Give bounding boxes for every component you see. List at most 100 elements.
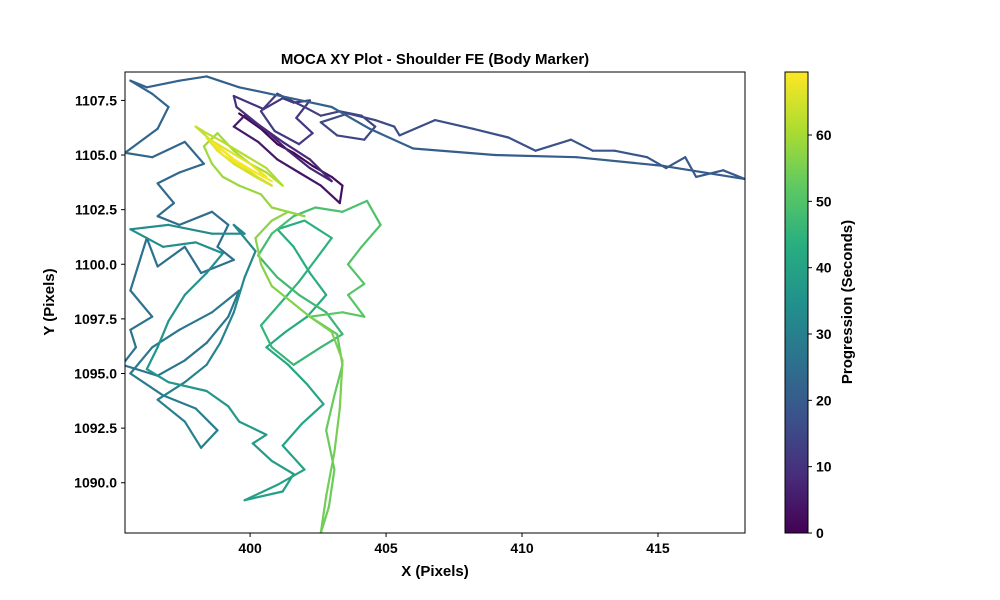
trajectory-segment: [194, 241, 224, 255]
trajectory-segment: [412, 147, 496, 157]
trajectory-segment: [254, 175, 273, 187]
trajectory-segment: [216, 245, 235, 261]
trajectory-segment: [278, 280, 301, 305]
trajectory-segment: [129, 79, 154, 95]
trajectory-segment: [232, 223, 257, 253]
trajectory-segment: [257, 140, 279, 161]
trajectory-segment: [162, 241, 197, 248]
trajectory-segment: [276, 228, 295, 248]
trajectory-segment: [265, 167, 284, 187]
trajectory-segment: [292, 346, 322, 366]
trajectory-segment: [254, 236, 263, 266]
trajectory-segment: [338, 184, 344, 205]
trajectory-segment: [295, 99, 311, 120]
trajectory-segment: [363, 125, 377, 141]
plot-frame: [124, 71, 746, 534]
trajectory-segment: [295, 116, 314, 135]
trajectory-segment: [276, 219, 306, 231]
trajectory-segment: [270, 285, 295, 305]
trajectory-segment: [243, 153, 268, 170]
trajectory-segment: [183, 363, 208, 384]
trajectory-segment: [341, 199, 369, 213]
colorbar-axis: 0 10 20 30 40 50 60: [808, 127, 832, 541]
x-tick-label: 410: [510, 540, 534, 556]
trajectory-segment: [243, 483, 279, 502]
x-tick-label: 405: [374, 540, 398, 556]
trajectory-segment: [346, 245, 363, 266]
trajectory-segment: [281, 140, 311, 161]
trajectory-segment: [205, 136, 230, 152]
trajectory-segment: [259, 92, 279, 113]
trajectory-segment: [235, 105, 260, 126]
trajectory-segment: [200, 429, 219, 449]
trajectory-segment: [493, 153, 578, 159]
colorbar: [784, 71, 809, 534]
trajectory-segment: [210, 162, 224, 178]
trajectory-segment: [613, 149, 649, 159]
trajectory-segment: [287, 363, 309, 386]
trajectory-segment: [270, 210, 290, 222]
trajectory-segment: [297, 132, 314, 146]
trajectory-segment: [433, 118, 475, 130]
trajectory-segment: [292, 245, 311, 275]
trajectory-segment: [205, 132, 224, 143]
trajectory-segment: [156, 182, 175, 205]
trajectory-segment: [346, 293, 366, 318]
trajectory-segment: [303, 105, 322, 117]
trajectory-segment: [129, 236, 148, 292]
trajectory-segment: [129, 223, 170, 231]
trajectory-segment: [202, 145, 214, 165]
trajectory-segment: [292, 302, 311, 318]
trajectory-segment: [178, 210, 214, 226]
trajectory-segment: [259, 263, 273, 288]
trajectory-segment: [338, 359, 344, 410]
trajectory-segment: [297, 258, 317, 283]
plot-area: [125, 72, 745, 533]
trajectory-segment: [232, 125, 260, 143]
x-axis: 400 405 410 415: [238, 533, 670, 556]
trajectory-segment: [289, 97, 333, 109]
trajectory-segment: [319, 110, 341, 117]
trajectory-segment: [270, 459, 295, 476]
y-axis: 1090.0 1092.5 1095.0 1097.5 1100.0 1102.5 1105…: [74, 92, 125, 491]
y-tick-label: 1092.5: [74, 420, 117, 436]
trajectory-segment: [145, 236, 159, 268]
trajectory-segment: [314, 206, 344, 213]
trajectory-segment: [325, 311, 344, 336]
trajectory-segment: [336, 134, 366, 141]
y-tick-label: 1097.5: [74, 311, 117, 327]
trajectory-segment: [205, 252, 224, 275]
trajectory-segment: [194, 407, 219, 432]
trajectory-segment: [276, 468, 306, 486]
trajectory-segment: [330, 105, 371, 130]
trajectory-segment: [308, 311, 344, 318]
y-tick-label: 1107.5: [75, 92, 117, 108]
colorbar-tick-label: 0: [816, 525, 824, 541]
trajectory-segment: [145, 79, 181, 89]
trajectory-segment: [319, 121, 339, 137]
trajectory-segment: [183, 420, 203, 449]
trajectory-segment: [145, 346, 159, 371]
trajectory-segment: [219, 311, 235, 344]
trajectory-segment: [156, 215, 181, 226]
trajectory-segment: [251, 442, 273, 462]
trajectory-segment: [569, 138, 594, 152]
trajectory-segment: [227, 149, 252, 165]
trajectory-segment: [270, 346, 295, 366]
trajectory-segment: [308, 158, 333, 183]
y-tick-label: 1105.0: [75, 147, 117, 163]
colorbar-tick-label: 60: [816, 127, 832, 143]
trajectory-segment: [125, 346, 137, 364]
trajectory-segment: [325, 451, 336, 497]
trajectory-segment: [268, 132, 290, 152]
trajectory-segment: [346, 282, 366, 296]
trajectory-segment: [368, 127, 415, 150]
trajectory-segment: [178, 311, 214, 331]
trajectory-segment: [183, 341, 208, 362]
trajectory-segment: [327, 468, 336, 508]
trajectory-segment: [287, 149, 311, 170]
trajectory-segment: [238, 184, 263, 196]
chart-title: MOCA XY Plot - Shoulder FE (Body Marker): [281, 51, 589, 68]
trajectory-segment: [257, 123, 284, 143]
trajectory-segment: [273, 129, 301, 146]
